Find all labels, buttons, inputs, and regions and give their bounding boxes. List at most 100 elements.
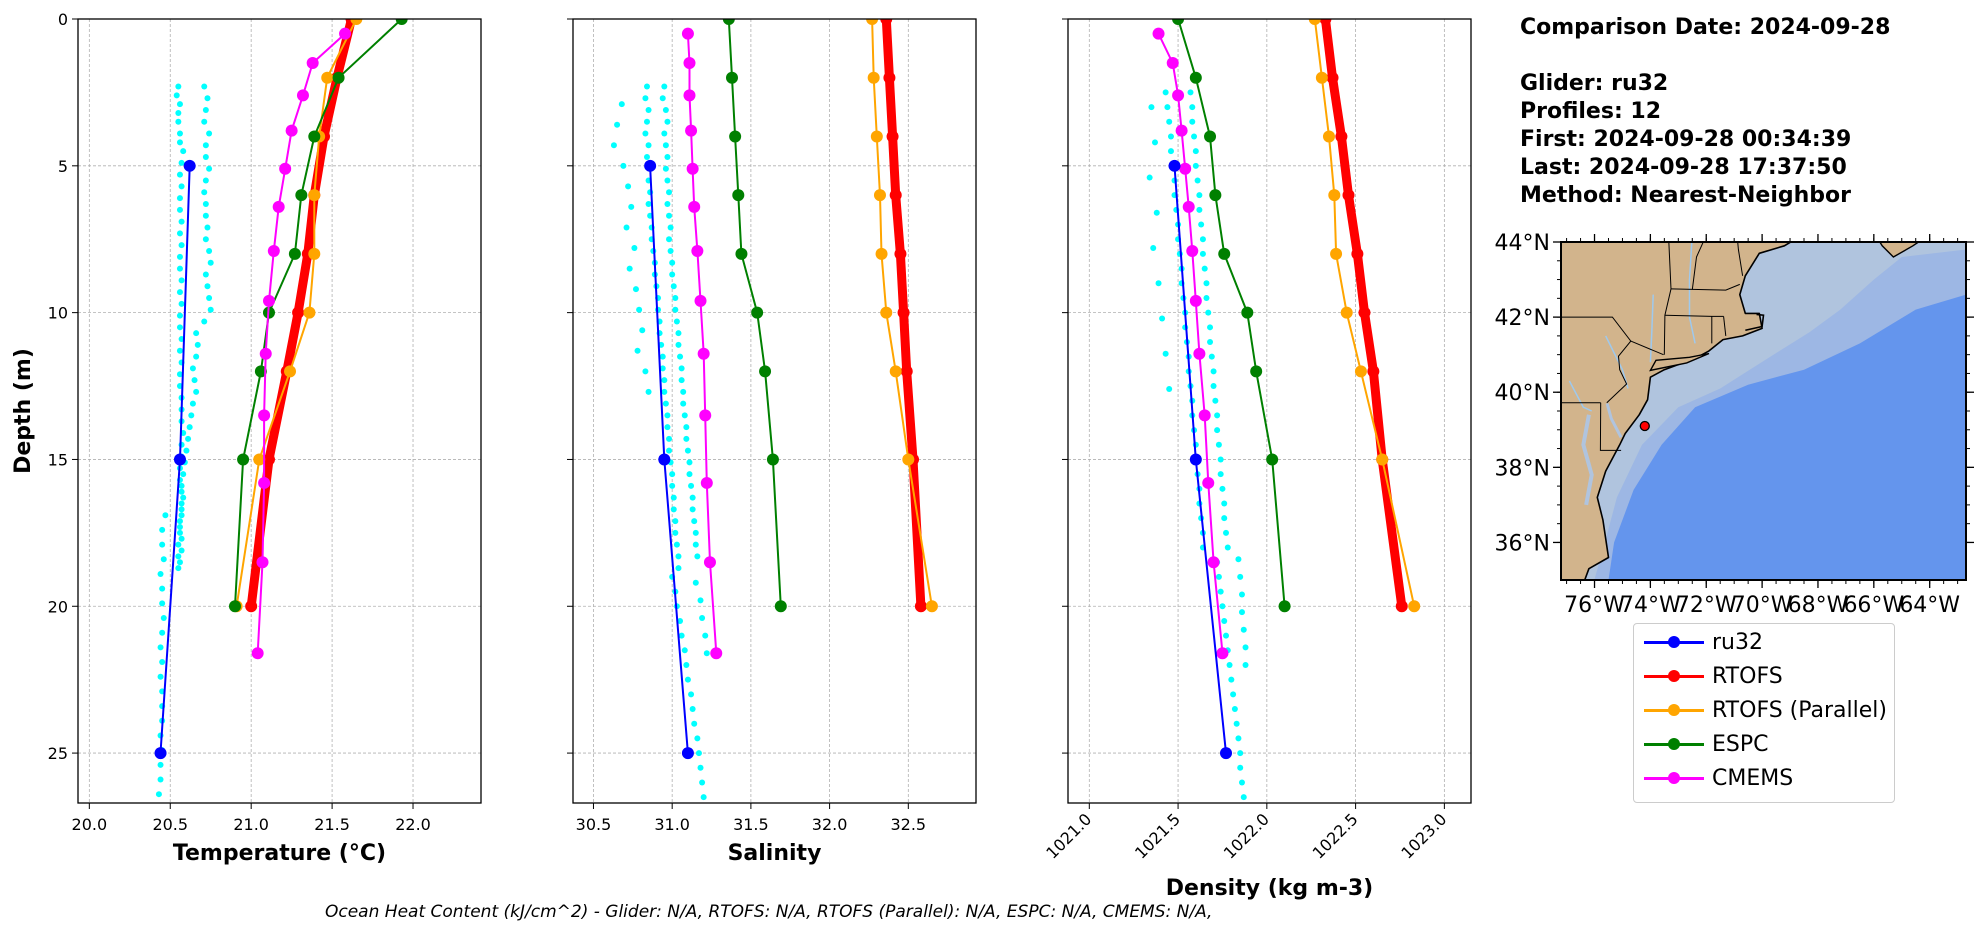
series-point-rtofs-parallel — [284, 365, 297, 378]
profile-panel-2: 30.5 31.0 31.5 32.0 32.5 Salinity — [567, 18, 977, 866]
glider-scatter-point — [699, 779, 706, 786]
glider-scatter-point — [675, 330, 682, 337]
nova-scotia-land — [1879, 242, 1920, 258]
state-border — [1737, 242, 1744, 276]
glider-scatter-point — [1230, 691, 1237, 698]
x-tick-label: 31.0 — [654, 815, 690, 834]
glider-scatter-point — [178, 512, 185, 519]
series-point-espc — [766, 453, 779, 466]
glider-scatter-point — [207, 306, 214, 313]
glider-scatter-point — [1196, 206, 1203, 213]
series-point-rtofs-parallel — [308, 189, 321, 202]
glider-scatter-point — [1231, 706, 1238, 713]
legend-item-cmems: CMEMS — [1642, 763, 1793, 793]
glider-scatter-point — [201, 118, 208, 125]
series-point-espc — [1209, 189, 1222, 202]
x-tick-label: 1021.0 — [1042, 810, 1095, 863]
glider-scatter-point — [692, 529, 699, 536]
glider-scatter-point — [666, 447, 673, 454]
glider-scatter-point — [201, 318, 208, 325]
glider-scatter-point — [661, 377, 668, 384]
series-point-rtofs-parallel — [350, 19, 363, 25]
x-tick-label: 1021.5 — [1131, 810, 1184, 863]
glider-scatter-point — [180, 148, 187, 155]
glider-scatter-point — [643, 83, 650, 90]
series-point-espc — [725, 71, 738, 84]
glider-scatter-point — [677, 617, 684, 624]
glider-scatter-point — [189, 400, 196, 407]
glider-scatter-point — [699, 615, 706, 622]
glider-scatter-point — [178, 242, 185, 249]
glider-scatter-point — [1221, 617, 1228, 624]
glider-scatter-point — [667, 247, 674, 254]
series-point-cmems — [699, 409, 712, 422]
series-point-rtofs — [1367, 365, 1380, 378]
glider-scatter-point — [157, 673, 164, 680]
glider-scatter-point — [664, 424, 671, 431]
legend-label: ESPC — [1712, 731, 1769, 757]
x-axis-label: Temperature (°C) — [173, 841, 386, 866]
glider-scatter-point — [1196, 192, 1203, 199]
series-point-rtofs-parallel — [308, 247, 321, 260]
glider-scatter-point — [1192, 148, 1199, 155]
profile-panel-3: 1021.0 1021.5 1022.0 1022.5 1023.0 Density (k… — [1042, 18, 1472, 901]
series-point-cmems — [691, 244, 704, 257]
glider-scatter-point — [207, 259, 214, 266]
series-point-cmems — [683, 57, 696, 70]
series-point-rtofs — [897, 306, 910, 319]
glider-scatter-point — [695, 750, 702, 757]
glider-scatter-point — [206, 247, 213, 254]
glider-scatter-point — [618, 101, 625, 108]
glider-scatter-point — [692, 579, 699, 586]
glider-scatter-point — [206, 130, 213, 137]
series-point-espc — [1204, 130, 1217, 143]
series-point-cmems — [1182, 200, 1195, 213]
glider-scatter-point — [639, 327, 646, 334]
series-point-cmems — [685, 124, 698, 137]
series-point-rtofs-parallel — [902, 453, 915, 466]
glider-location-marker — [1639, 420, 1650, 432]
glider-scatter-point — [176, 139, 183, 146]
series-point-ru32 — [154, 747, 167, 760]
glider-scatter-point — [178, 482, 185, 489]
series-point-ru32 — [644, 159, 657, 172]
glider-scatter-point — [176, 195, 183, 202]
comparison-date: Comparison Date: 2024-09-28 — [1520, 15, 1891, 40]
legend-label: CMEMS — [1712, 765, 1794, 791]
glider-scatter-point — [678, 365, 685, 372]
delaware-bay — [1605, 403, 1623, 438]
glider-scatter-point — [204, 283, 211, 290]
glider-scatter-point — [191, 377, 198, 384]
glider-scatter-point — [669, 271, 676, 278]
glider-scatter-point — [178, 183, 185, 190]
lon-tick-label: 70°W — [1732, 593, 1793, 618]
series-point-rtofs-parallel — [1376, 453, 1389, 466]
profile-panel-1: 20.0 20.5 21.0 21.5 22.0 0 5 10 15 20 25 Temperatur… — [11, 10, 482, 866]
glider-scatter-point — [678, 632, 685, 639]
glider-scatter-point — [645, 107, 652, 114]
glider-scatter-point — [1187, 89, 1194, 96]
lat-tick-label: 42°N — [1495, 306, 1550, 331]
glider-scatter-point — [1235, 735, 1242, 742]
glider-scatter-point — [669, 471, 676, 478]
glider-scatter-point — [1219, 485, 1226, 492]
glider-scatter-point — [614, 121, 621, 128]
glider-scatter-point — [176, 324, 183, 331]
glider-scatter-point — [1237, 764, 1244, 771]
glider-scatter-point — [185, 435, 192, 442]
glider-scatter-point — [636, 306, 643, 313]
series-point-espc — [729, 130, 742, 143]
series-point-rtofs — [900, 365, 913, 378]
glider-scatter-point — [176, 312, 183, 319]
glider-scatter-point — [683, 661, 690, 668]
glider-scatter-point — [204, 95, 211, 102]
series-point-rtofs — [262, 453, 275, 466]
series-point-rtofs — [1319, 19, 1332, 25]
series-point-cmems — [1186, 244, 1199, 257]
glider-scatter-point — [157, 761, 164, 768]
series-point-rtofs — [914, 600, 927, 613]
x-tick-label: 1022.5 — [1309, 810, 1362, 863]
glider-scatter-point — [175, 553, 182, 560]
glider-scatter-point — [1240, 794, 1247, 801]
glider-scatter-point — [1219, 603, 1226, 610]
